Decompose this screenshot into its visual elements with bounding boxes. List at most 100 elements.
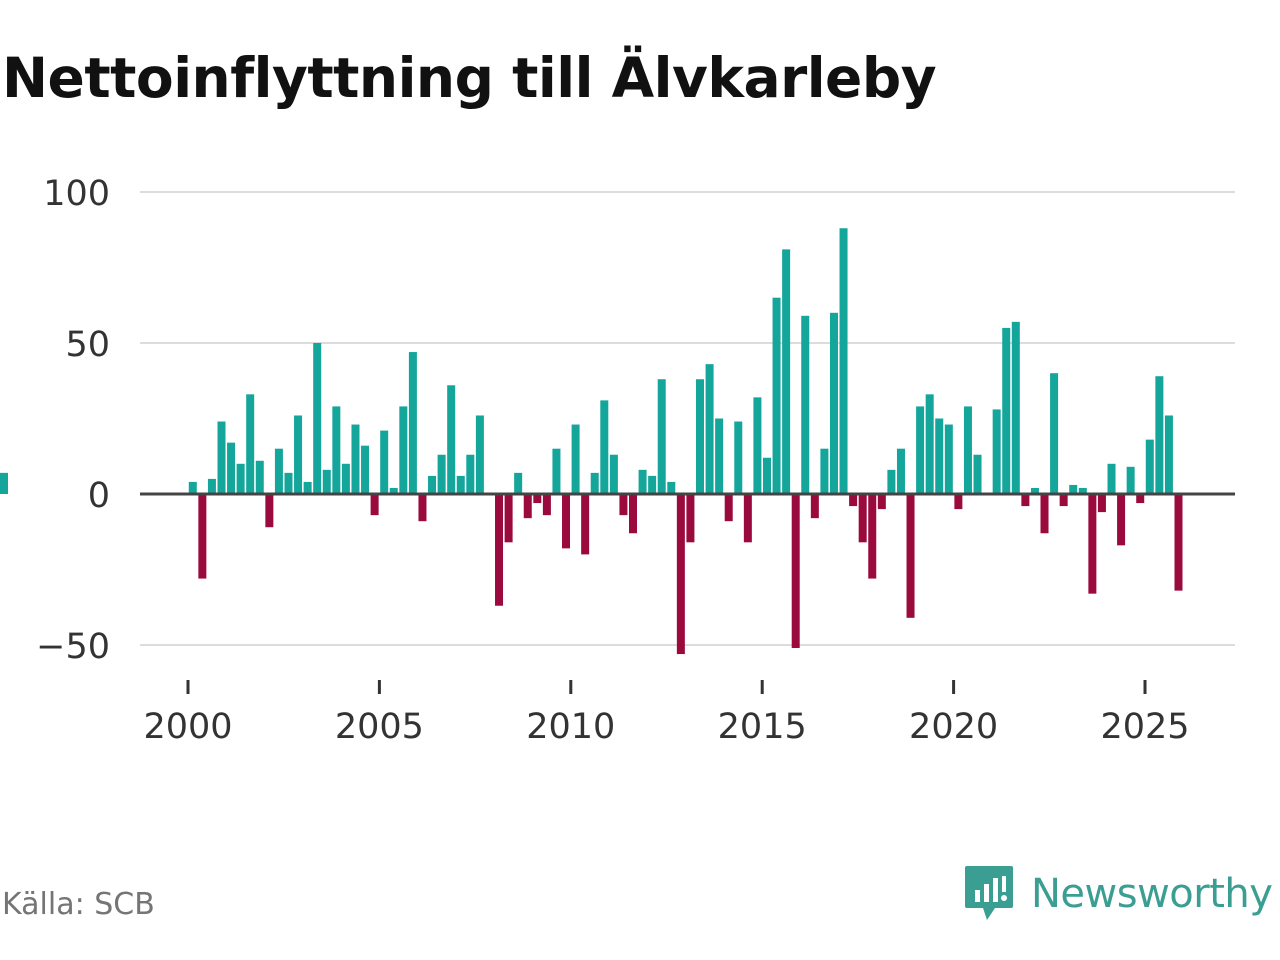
- bar: [418, 494, 427, 522]
- bar: [236, 463, 245, 494]
- bar: [552, 448, 561, 494]
- bar: [475, 415, 484, 494]
- bar: [255, 460, 264, 494]
- bar: [198, 494, 207, 579]
- bar: [246, 394, 255, 494]
- bar: [361, 445, 370, 494]
- bar: [389, 487, 398, 494]
- bar: [0, 472, 8, 494]
- bars: [0, 228, 1183, 655]
- bar: [1097, 494, 1106, 513]
- bar: [408, 352, 417, 494]
- bar: [629, 494, 637, 534]
- bar: [399, 406, 408, 494]
- y-tick-label: 100: [43, 174, 110, 214]
- bar: [562, 494, 571, 549]
- bar: [341, 463, 350, 494]
- bar: [428, 475, 437, 494]
- x-tick-label: 2005: [335, 707, 424, 747]
- bar: [207, 478, 216, 494]
- bar: [370, 494, 379, 516]
- bar: [581, 494, 590, 555]
- bar: [772, 297, 781, 494]
- bar: [1011, 321, 1020, 494]
- bar: [992, 409, 1001, 494]
- bar: [686, 494, 695, 543]
- bar: [523, 494, 532, 519]
- x-tick-label: 2025: [1100, 707, 1189, 747]
- bar: [1145, 439, 1154, 494]
- bar: [1078, 487, 1087, 494]
- bar: [466, 454, 475, 494]
- bar: [1030, 487, 1039, 494]
- x-tick-label: 2010: [526, 707, 615, 747]
- bar: [294, 415, 303, 494]
- bar: [1021, 494, 1030, 507]
- bar: [743, 494, 752, 543]
- y-tick-label: −50: [36, 627, 110, 667]
- source-note: Källa: SCB: [2, 887, 155, 922]
- bar: [667, 481, 676, 494]
- bar: [609, 454, 618, 494]
- bar: [820, 448, 829, 494]
- bar: [1050, 373, 1059, 494]
- bar: [332, 406, 341, 494]
- bar: [734, 421, 743, 494]
- bar: [1126, 466, 1135, 494]
- bar: [322, 469, 331, 494]
- bar: [801, 315, 810, 494]
- bar: [925, 394, 934, 494]
- bar: [1059, 494, 1068, 507]
- bar: [284, 472, 293, 494]
- x-tick-label: 2015: [718, 707, 807, 747]
- bar: [896, 448, 905, 494]
- bar: [495, 494, 504, 606]
- bar: [906, 494, 915, 618]
- bar: [858, 494, 867, 543]
- x-tick-label: 2000: [143, 707, 232, 747]
- brand-name: Newsworthy: [1031, 871, 1273, 917]
- bar: [868, 494, 877, 579]
- bar: [887, 469, 896, 494]
- bar: [648, 475, 657, 494]
- bar: [954, 494, 963, 510]
- bar: [1174, 494, 1183, 591]
- bar: [351, 424, 360, 494]
- bar: [571, 424, 580, 494]
- bar: [380, 430, 389, 494]
- bar: [877, 494, 886, 510]
- y-axis-tick-labels: 100 50 0 −50: [36, 174, 110, 667]
- bar: [590, 472, 599, 494]
- y-tick-label: 50: [65, 325, 110, 365]
- bar: [782, 249, 791, 494]
- bar: [619, 494, 628, 516]
- bar: [227, 442, 236, 494]
- bar: [676, 494, 685, 655]
- chart: 100 50 0 −50 2000 2005 2010 2015 2020 2025: [0, 174, 1235, 747]
- bar: [762, 457, 771, 494]
- bar: [188, 481, 197, 494]
- bar: [715, 418, 724, 494]
- bar: [313, 343, 322, 494]
- bar: [696, 379, 704, 494]
- bar: [447, 385, 456, 494]
- bar: [1088, 494, 1097, 594]
- bar: [973, 454, 982, 494]
- bar: [753, 397, 762, 494]
- brand-logo: Newsworthy: [963, 864, 1273, 924]
- bar: [657, 379, 666, 494]
- bar: [791, 494, 800, 649]
- bar: [1002, 327, 1011, 494]
- bar: [303, 481, 312, 494]
- x-axis-ticks: 2000 2005 2010 2015 2020 2025: [143, 680, 1190, 747]
- bar: [1107, 463, 1116, 494]
- bar: [1136, 494, 1145, 504]
- gridlines: [140, 191, 1235, 646]
- bar: [705, 364, 714, 494]
- bar: [437, 454, 446, 494]
- bar: [849, 494, 858, 507]
- bar: [724, 494, 733, 522]
- bar: [839, 228, 848, 495]
- bar: [1155, 376, 1164, 494]
- bar: [916, 406, 925, 494]
